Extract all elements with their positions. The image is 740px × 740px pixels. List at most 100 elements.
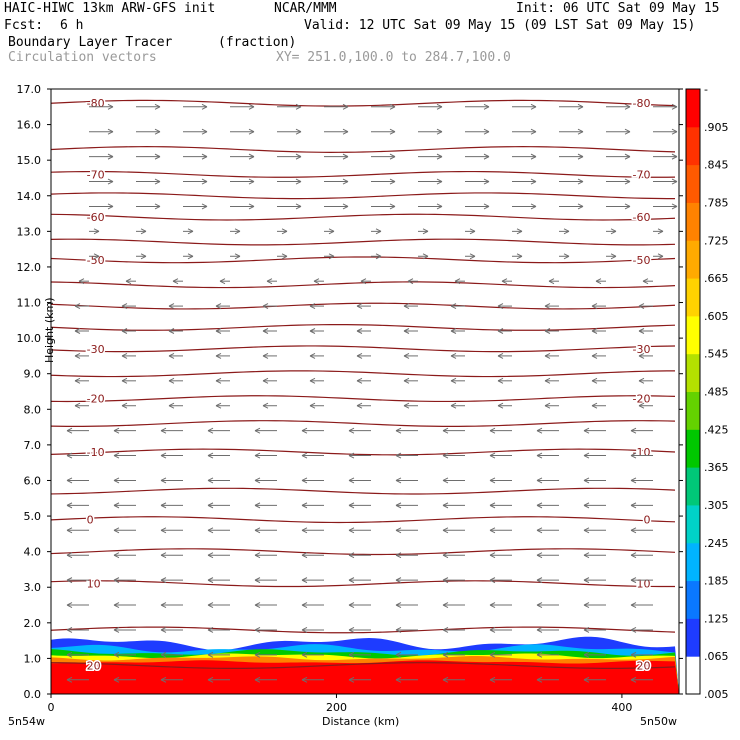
wind-vector-head bbox=[536, 502, 543, 509]
wind-vector-head bbox=[74, 352, 81, 359]
colorbar-label: .365 bbox=[704, 461, 729, 474]
wind-vector-head bbox=[74, 377, 81, 384]
wind-vector-head bbox=[215, 303, 222, 310]
wind-vector-head bbox=[74, 328, 81, 334]
x-right-end-label: 5n50w bbox=[640, 715, 677, 728]
wind-vector-head bbox=[544, 377, 551, 384]
wind-vector-head bbox=[403, 352, 410, 359]
wind-vector-head bbox=[248, 153, 255, 160]
wind-vector-head bbox=[301, 527, 308, 534]
wind-vector-head bbox=[154, 203, 161, 210]
contour-line bbox=[51, 370, 676, 378]
contour-label: -50 bbox=[632, 254, 650, 267]
wind-vector-head bbox=[489, 626, 496, 633]
colorbar-label: - bbox=[704, 83, 708, 96]
wind-vector-head bbox=[530, 153, 537, 160]
wind-vector-head bbox=[577, 203, 584, 210]
wind-vector-head bbox=[583, 452, 590, 459]
wind-vector-head bbox=[113, 676, 120, 683]
wind-vector-head bbox=[497, 352, 504, 359]
wind-vector-head bbox=[154, 153, 161, 160]
wind-vector-head bbox=[530, 128, 537, 135]
wind-vector-head bbox=[422, 253, 429, 260]
wind-vector-head bbox=[262, 303, 269, 310]
wind-vector-head bbox=[483, 128, 490, 135]
contour-label: -10 bbox=[87, 446, 105, 459]
contour-line bbox=[51, 448, 676, 456]
wind-vector-head bbox=[638, 328, 645, 334]
plot-frame bbox=[50, 88, 680, 695]
wind-vector-head bbox=[624, 128, 631, 135]
colorbar-label: .725 bbox=[704, 234, 729, 247]
wind-vector-head bbox=[66, 552, 73, 559]
wind-vector-head bbox=[536, 452, 543, 459]
wind-vector-head bbox=[583, 676, 590, 683]
wind-vector-head bbox=[342, 203, 349, 210]
y-tick-label: 12.0 bbox=[17, 261, 42, 274]
wind-vector-head bbox=[442, 577, 449, 584]
field-unit: (fraction) bbox=[218, 35, 297, 50]
wind-vector-head bbox=[536, 427, 543, 434]
wind-vector-head bbox=[497, 328, 504, 334]
y-tick-label: 7.0 bbox=[24, 439, 42, 452]
contour-label: -20 bbox=[632, 393, 650, 406]
wind-vector-head bbox=[113, 477, 120, 484]
wind-vector-head bbox=[630, 651, 637, 658]
contour-label: -70 bbox=[87, 168, 105, 181]
wind-vector-head bbox=[281, 228, 288, 235]
wind-vector-head bbox=[301, 602, 308, 608]
wind-vector-head bbox=[489, 552, 496, 559]
wind-vector-head bbox=[295, 178, 302, 185]
y-tick-label: 3.0 bbox=[24, 581, 42, 594]
wind-vector-head bbox=[248, 178, 255, 185]
wind-vector-head bbox=[207, 676, 214, 683]
wind-vector-head bbox=[348, 651, 355, 658]
colorbar-segment bbox=[686, 618, 700, 657]
colorbar-segment bbox=[686, 202, 700, 241]
wind-vector-head bbox=[442, 427, 449, 434]
wind-vector-head bbox=[389, 203, 396, 210]
wind-vector-head bbox=[624, 178, 631, 185]
vectors-label: Circulation vectors bbox=[8, 50, 157, 65]
contour-label: -60 bbox=[632, 211, 650, 224]
wind-vector-head bbox=[154, 128, 161, 135]
wind-vector-head bbox=[630, 552, 637, 559]
wind-vector-head bbox=[442, 502, 449, 509]
contour-line bbox=[51, 99, 676, 107]
wind-vector-head bbox=[610, 253, 617, 260]
contour-label: -30 bbox=[632, 343, 650, 356]
wind-vector-head bbox=[348, 552, 355, 559]
contour-label: -80 bbox=[87, 97, 105, 110]
contour-label: 0 bbox=[87, 514, 94, 527]
wind-vector-head bbox=[516, 228, 523, 235]
wind-vector-head bbox=[395, 502, 402, 509]
wind-vector-head bbox=[348, 602, 355, 608]
wind-vector-head bbox=[248, 128, 255, 135]
wind-vector-head bbox=[497, 303, 504, 310]
wind-vector-head bbox=[254, 651, 261, 658]
wind-vector-head bbox=[309, 352, 316, 359]
wind-vector-head bbox=[395, 552, 402, 559]
wind-vector-head bbox=[66, 502, 73, 509]
wind-vector-head bbox=[262, 328, 269, 334]
contour-label: -70 bbox=[632, 168, 650, 181]
wind-vector-head bbox=[187, 253, 194, 260]
wind-vector-head bbox=[121, 328, 128, 334]
wind-vector-head bbox=[450, 328, 457, 334]
wind-vector-head bbox=[563, 228, 570, 235]
wind-vector-head bbox=[121, 402, 128, 409]
wind-vector-head bbox=[254, 452, 261, 459]
wind-vector-head bbox=[489, 452, 496, 459]
wind-vector-head bbox=[301, 626, 308, 633]
wind-vector-head bbox=[630, 427, 637, 434]
wind-vector-head bbox=[395, 477, 402, 484]
wind-vector-head bbox=[610, 228, 617, 235]
y-tick-label: 8.0 bbox=[24, 403, 42, 416]
wind-vector-head bbox=[254, 552, 261, 559]
wind-vector-head bbox=[215, 402, 222, 409]
wind-vector-head bbox=[348, 676, 355, 683]
wind-vector-head bbox=[113, 502, 120, 509]
wind-vector-head bbox=[301, 502, 308, 509]
wind-vector-head bbox=[403, 402, 410, 409]
wind-vector-head bbox=[356, 303, 363, 310]
